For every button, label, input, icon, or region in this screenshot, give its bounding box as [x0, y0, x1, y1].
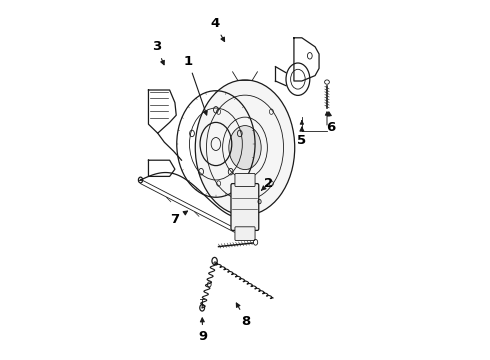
Text: 6: 6	[326, 112, 336, 134]
Ellipse shape	[229, 126, 261, 170]
Text: 3: 3	[152, 40, 164, 65]
Text: 9: 9	[198, 318, 207, 343]
Text: 2: 2	[261, 177, 273, 190]
Text: 5: 5	[297, 127, 306, 147]
FancyBboxPatch shape	[235, 227, 255, 240]
FancyBboxPatch shape	[235, 174, 255, 186]
Text: 1: 1	[184, 55, 207, 115]
Ellipse shape	[196, 80, 294, 215]
FancyBboxPatch shape	[231, 184, 259, 230]
Text: 8: 8	[236, 303, 251, 328]
Text: 7: 7	[171, 211, 188, 226]
Text: 4: 4	[210, 17, 224, 41]
